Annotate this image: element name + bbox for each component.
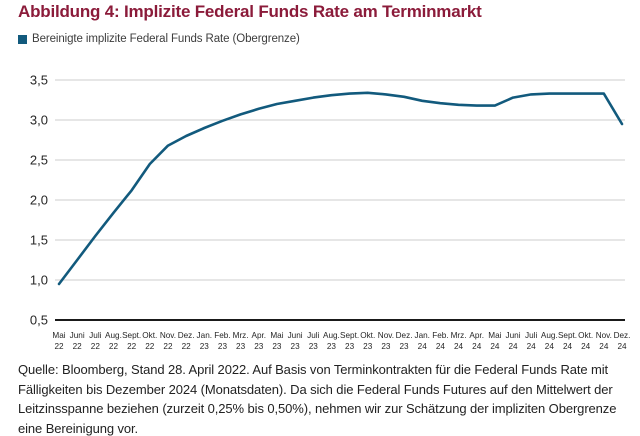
x-tick-month-label: Mai <box>488 331 501 340</box>
y-tick-label: 2,5 <box>30 153 48 168</box>
x-tick-month-label: Nov. <box>160 331 176 340</box>
x-tick-month-label: Nov. <box>596 331 612 340</box>
x-tick-month-label: Mrz. <box>451 331 467 340</box>
line-chart: 0,5 1,0 1,5 2,0 2,5 3,0 3,5 Mai 22 Juni 22 Juli 22 Au… <box>30 73 631 352</box>
x-tick-month-label: Aug. <box>105 331 122 340</box>
y-tick-label: 0,5 <box>30 313 48 328</box>
x-tick-month-label: Juli <box>307 331 319 340</box>
x-tick-month-label: Dez. <box>614 331 631 340</box>
x-tick-year-label: 22 <box>145 342 155 351</box>
x-tick-month-label: Mai <box>52 331 65 340</box>
x-tick-year-label: 24 <box>581 342 591 351</box>
x-tick-month-label: Okt. <box>142 331 157 340</box>
source-note: Quelle: Bloomberg, Stand 28. April 2022.… <box>18 362 617 436</box>
x-tick-year-label: 24 <box>436 342 446 351</box>
x-tick-month-label: Mai <box>270 331 283 340</box>
x-tick-month-label: Sept. <box>340 331 359 340</box>
x-tick-month-label: Feb. <box>432 331 448 340</box>
x-tick-year-label: 23 <box>363 342 373 351</box>
x-tick-month-label: Apr. <box>469 331 484 340</box>
y-tick-label: 3,0 <box>30 113 48 128</box>
x-tick-month-label: Dez. <box>396 331 413 340</box>
x-tick-year-label: 22 <box>182 342 192 351</box>
x-tick-year-label: 24 <box>454 342 464 351</box>
x-tick-year-label: 22 <box>54 342 64 351</box>
x-tick-year-label: 24 <box>527 342 537 351</box>
x-tick-month-label: Aug. <box>323 331 340 340</box>
x-tick-month-label: Nov. <box>378 331 394 340</box>
y-tick-label: 1,5 <box>30 233 48 248</box>
x-tick-year-label: 23 <box>400 342 410 351</box>
x-tick-year-label: 24 <box>490 342 500 351</box>
x-tick-month-label: Sept. <box>558 331 577 340</box>
x-tick-month-label: Jan. <box>414 331 429 340</box>
x-tick-month-label: Apr. <box>251 331 266 340</box>
x-tick-year-label: 23 <box>254 342 264 351</box>
legend: Bereinigte implizite Federal Funds Rate … <box>18 33 300 45</box>
x-tick-year-label: 24 <box>508 342 518 351</box>
x-tick-month-label: Aug. <box>541 331 558 340</box>
x-tick-month-label: Okt. <box>578 331 593 340</box>
x-tick-month-label: Sept. <box>122 331 141 340</box>
legend-swatch-icon <box>18 34 27 44</box>
y-tick-label: 1,0 <box>30 273 48 288</box>
x-tick-month-label: Feb. <box>214 331 230 340</box>
x-tick-month-label: Juli <box>89 331 101 340</box>
x-tick-month-label: Mrz. <box>233 331 249 340</box>
x-tick-year-label: 22 <box>109 342 119 351</box>
x-tick-year-label: 23 <box>200 342 210 351</box>
x-tick-year-label: 22 <box>163 342 173 351</box>
x-tick-year-label: 24 <box>472 342 482 351</box>
figure-title: Abbildung 4: Implizite Federal Funds Rat… <box>18 2 482 21</box>
x-tick-year-label: 24 <box>599 342 609 351</box>
x-tick-month-label: Okt. <box>360 331 375 340</box>
x-tick-year-label: 24 <box>617 342 627 351</box>
x-tick-year-label: 23 <box>272 342 282 351</box>
x-tick-year-label: 23 <box>291 342 301 351</box>
x-tick-month-label: Juni <box>288 331 303 340</box>
y-tick-label: 2,0 <box>30 193 48 208</box>
x-tick-month-label: Juni <box>70 331 85 340</box>
legend-label: Bereinigte implizite Federal Funds Rate … <box>32 33 300 45</box>
x-tick-year-label: 24 <box>545 342 555 351</box>
x-tick-year-label: 23 <box>381 342 391 351</box>
x-tick-year-label: 23 <box>236 342 246 351</box>
x-tick-month-label: Dez. <box>178 331 195 340</box>
x-tick-year-label: 24 <box>563 342 573 351</box>
x-tick-month-label: Juni <box>506 331 521 340</box>
x-tick-month-label: Jan. <box>197 331 212 340</box>
x-tick-year-label: 23 <box>218 342 228 351</box>
x-tick-year-label: 22 <box>73 342 83 351</box>
x-tick-year-label: 23 <box>345 342 355 351</box>
x-tick-year-label: 23 <box>327 342 337 351</box>
x-tick-year-label: 24 <box>418 342 428 351</box>
x-tick-year-label: 22 <box>91 342 101 351</box>
series-line <box>57 91 624 286</box>
x-tick-year-label: 23 <box>309 342 319 351</box>
y-tick-label: 3,5 <box>30 73 48 88</box>
x-tick-month-label: Juli <box>525 331 537 340</box>
x-tick-year-label: 22 <box>127 342 137 351</box>
